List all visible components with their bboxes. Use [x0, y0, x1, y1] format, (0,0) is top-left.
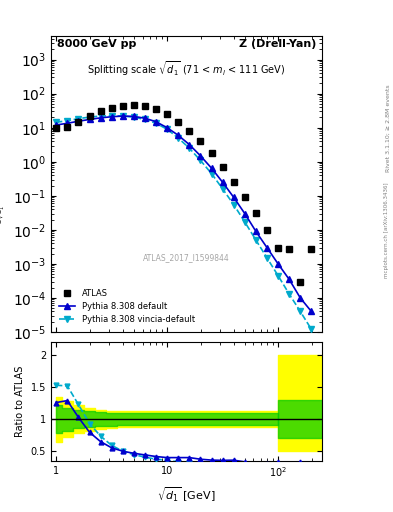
Pythia 8.308 default	[143, 115, 147, 121]
ATLAS	[298, 279, 303, 285]
Legend: ATLAS, Pythia 8.308 default, Pythia 8.308 vincia-default: ATLAS, Pythia 8.308 default, Pythia 8.30…	[55, 286, 198, 328]
ATLAS	[231, 179, 236, 185]
Pythia 8.308 default	[65, 120, 70, 126]
Pythia 8.308 vincia-default	[198, 157, 203, 163]
ATLAS	[187, 128, 192, 134]
Pythia 8.308 default	[87, 116, 92, 122]
ATLAS	[220, 164, 225, 170]
ATLAS	[276, 245, 281, 251]
ATLAS	[209, 150, 214, 156]
ATLAS	[132, 102, 136, 108]
Pythia 8.308 vincia-default	[76, 116, 81, 122]
ATLAS	[143, 103, 147, 109]
Text: Splitting scale $\sqrt{d_1}$ (71 < $m_l$ < 111 GeV): Splitting scale $\sqrt{d_1}$ (71 < $m_l$…	[87, 59, 286, 78]
Pythia 8.308 vincia-default	[242, 219, 247, 225]
Pythia 8.308 vincia-default	[264, 255, 269, 261]
ATLAS	[264, 227, 269, 233]
ATLAS	[242, 194, 247, 200]
Line: Pythia 8.308 default: Pythia 8.308 default	[53, 113, 314, 314]
Pythia 8.308 vincia-default	[165, 126, 169, 132]
Pythia 8.308 vincia-default	[298, 308, 303, 314]
Pythia 8.308 vincia-default	[287, 291, 292, 297]
Pythia 8.308 default	[198, 153, 203, 159]
Text: mcplots.cern.ch [arXiv:1306.3436]: mcplots.cern.ch [arXiv:1306.3436]	[384, 183, 389, 278]
X-axis label: $\sqrt{d_1}$ [GeV]: $\sqrt{d_1}$ [GeV]	[158, 485, 216, 504]
Line: Pythia 8.308 vincia-default: Pythia 8.308 vincia-default	[53, 113, 314, 332]
Pythia 8.308 default	[165, 124, 169, 131]
Pythia 8.308 default	[298, 295, 303, 301]
ATLAS	[165, 111, 169, 117]
Pythia 8.308 default	[264, 245, 269, 251]
ATLAS	[176, 119, 181, 125]
Pythia 8.308 default	[242, 210, 247, 217]
Pythia 8.308 vincia-default	[154, 120, 158, 126]
ATLAS	[253, 209, 258, 216]
Pythia 8.308 vincia-default	[253, 237, 258, 243]
Text: 8000 GeV pp: 8000 GeV pp	[57, 39, 136, 49]
Pythia 8.308 default	[276, 261, 281, 267]
Pythia 8.308 default	[231, 194, 236, 200]
Pythia 8.308 vincia-default	[98, 113, 103, 119]
Pythia 8.308 default	[253, 228, 258, 234]
Pythia 8.308 default	[176, 132, 181, 138]
Text: Z (Drell-Yan): Z (Drell-Yan)	[239, 39, 317, 49]
ATLAS	[109, 105, 114, 111]
Pythia 8.308 vincia-default	[176, 135, 181, 141]
Pythia 8.308 vincia-default	[54, 119, 59, 125]
ATLAS	[120, 103, 125, 109]
ATLAS	[154, 105, 158, 112]
Pythia 8.308 vincia-default	[65, 118, 70, 124]
Pythia 8.308 vincia-default	[120, 113, 125, 119]
Pythia 8.308 vincia-default	[109, 113, 114, 119]
Pythia 8.308 default	[98, 115, 103, 121]
ATLAS	[65, 124, 70, 130]
ATLAS	[309, 246, 314, 252]
Pythia 8.308 default	[109, 114, 114, 120]
Y-axis label: Ratio to ATLAS: Ratio to ATLAS	[15, 366, 25, 437]
ATLAS	[76, 119, 81, 125]
Pythia 8.308 vincia-default	[231, 202, 236, 208]
Pythia 8.308 default	[220, 179, 225, 185]
Pythia 8.308 default	[154, 119, 158, 125]
ATLAS	[287, 246, 292, 252]
Pythia 8.308 vincia-default	[143, 116, 147, 122]
Pythia 8.308 default	[309, 308, 314, 314]
Pythia 8.308 default	[132, 113, 136, 119]
Text: Rivet 3.1.10; ≥ 2.8M events: Rivet 3.1.10; ≥ 2.8M events	[386, 84, 391, 172]
Y-axis label: $\frac{d\sigma}{d\sqrt{d_1^{-}}}$ [pb,GeV$^{-1}$]: $\frac{d\sigma}{d\sqrt{d_1^{-}}}$ [pb,Ge…	[0, 144, 7, 224]
Pythia 8.308 vincia-default	[87, 114, 92, 120]
Line: ATLAS: ATLAS	[53, 102, 314, 285]
Pythia 8.308 vincia-default	[132, 114, 136, 120]
ATLAS	[98, 109, 103, 115]
Pythia 8.308 default	[76, 118, 81, 124]
Pythia 8.308 default	[287, 276, 292, 283]
ATLAS	[198, 138, 203, 144]
Pythia 8.308 default	[54, 122, 59, 128]
Pythia 8.308 vincia-default	[276, 272, 281, 279]
Pythia 8.308 vincia-default	[309, 326, 314, 332]
Pythia 8.308 default	[209, 165, 214, 171]
Pythia 8.308 default	[120, 113, 125, 119]
Pythia 8.308 default	[187, 141, 192, 147]
Text: ATLAS_2017_I1599844: ATLAS_2017_I1599844	[143, 253, 230, 263]
Pythia 8.308 vincia-default	[187, 145, 192, 151]
ATLAS	[87, 113, 92, 119]
ATLAS	[54, 125, 59, 132]
Pythia 8.308 vincia-default	[209, 170, 214, 177]
Pythia 8.308 vincia-default	[220, 186, 225, 192]
